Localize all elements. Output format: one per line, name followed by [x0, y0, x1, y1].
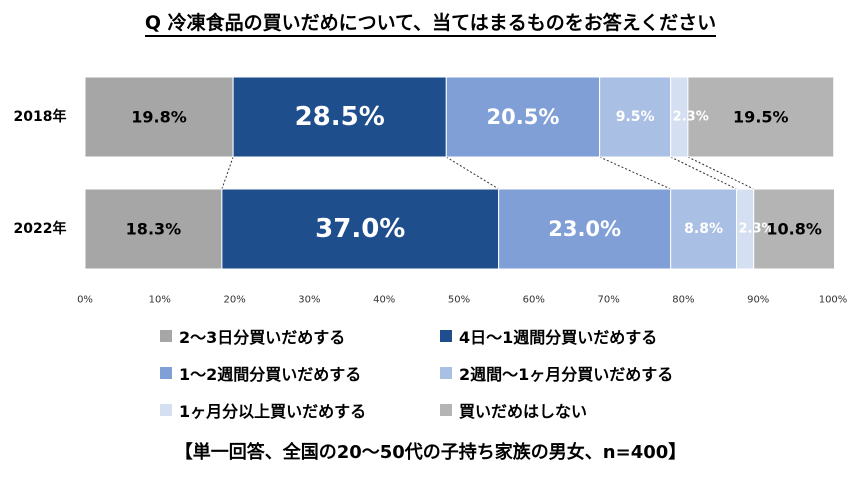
legend-swatch-0: [160, 330, 172, 342]
connector-line-4: [687, 156, 754, 190]
data-label-1-1: 37.0%: [315, 214, 405, 244]
bar-1-3: [670, 188, 738, 270]
bar-0-5: [687, 76, 835, 158]
legend-swatch-2: [160, 367, 172, 379]
connector-line-2: [599, 156, 671, 190]
legend-label-4: 1ヶ月分以上買いだめする: [179, 402, 367, 421]
legend-swatch-5: [440, 404, 452, 416]
data-label-0-5: 19.5%: [733, 108, 789, 127]
legend-item-5: 買いだめはしない: [440, 398, 587, 422]
x-tick-label-3: 30%: [298, 295, 320, 306]
x-tick-label-5: 50%: [448, 295, 470, 306]
chart-title: Q 冷凍食品の買いだめについて、当てはまるものをお答えください: [0, 8, 861, 37]
legend-item-0: 2〜3日分買いだめする: [160, 324, 345, 348]
x-tick-label-2: 20%: [223, 295, 245, 306]
x-tick-label-10: 100%: [819, 295, 848, 306]
bar-1-1: [221, 188, 500, 270]
data-label-1-0: 18.3%: [126, 220, 182, 239]
legend-item-3: 2週間〜1ヶ月分買いだめする: [440, 361, 673, 385]
legend-item-2: 1〜2週間分買いだめする: [160, 361, 361, 385]
category-label-0: 2018年: [14, 108, 67, 125]
data-label-1-5: 10.8%: [766, 220, 822, 239]
connector-line-0: [221, 156, 234, 190]
footnote: 【単一回答、全国の20〜50代の子持ち家族の男女、n=400】: [174, 442, 687, 463]
data-label-0-1: 28.5%: [295, 102, 385, 132]
data-label-0-3: 9.5%: [616, 109, 655, 125]
data-label-0-0: 19.8%: [131, 108, 187, 127]
bar-0-1: [232, 76, 447, 158]
connector-line-1: [446, 156, 499, 190]
x-tick-label-8: 80%: [672, 295, 694, 306]
data-label-1-4: 2.3%: [739, 222, 775, 237]
legend-swatch-1: [440, 330, 452, 342]
legend-item-4: 1ヶ月分以上買いだめする: [160, 398, 366, 422]
bar-1-0: [84, 188, 223, 270]
legend-label-1: 4日〜1週間分買いだめする: [459, 328, 658, 347]
x-tick-label-0: 0%: [77, 295, 93, 306]
stacked-bar-chart: 19.8% 28.5% 20.5% 9.5% 2.3% 19.5% 2018年 18.3% 37…: [14, 76, 848, 306]
data-label-1-2: 23.0%: [548, 217, 621, 241]
legend-label-0: 2〜3日分買いだめする: [179, 328, 346, 347]
data-label-0-2: 20.5%: [487, 105, 560, 129]
data-label-0-4: 2.3%: [673, 110, 709, 125]
bar-1-2: [498, 188, 672, 270]
bar-1-5: [753, 188, 835, 270]
legend-label-2: 1〜2週間分買いだめする: [179, 365, 362, 384]
chart-title-text: Q 冷凍食品の買いだめについて、当てはまるものをお答えください: [144, 12, 717, 37]
x-tick-label-7: 70%: [597, 295, 619, 306]
x-tick-label-1: 10%: [149, 295, 171, 306]
x-tick-label-9: 90%: [747, 295, 769, 306]
connector-line-3: [670, 156, 737, 190]
legend-swatch-3: [440, 367, 452, 379]
legend-swatch-4: [160, 404, 172, 416]
legend-label-3: 2週間〜1ヶ月分買いだめする: [459, 365, 674, 384]
x-tick-label-6: 60%: [523, 295, 545, 306]
legend-label-5: 買いだめはしない: [459, 402, 588, 421]
legend-item-1: 4日〜1週間分買いだめする: [440, 324, 657, 348]
x-tick-label-4: 40%: [373, 295, 395, 306]
category-label-1: 2022年: [14, 220, 67, 237]
data-label-1-3: 8.8%: [684, 221, 723, 237]
